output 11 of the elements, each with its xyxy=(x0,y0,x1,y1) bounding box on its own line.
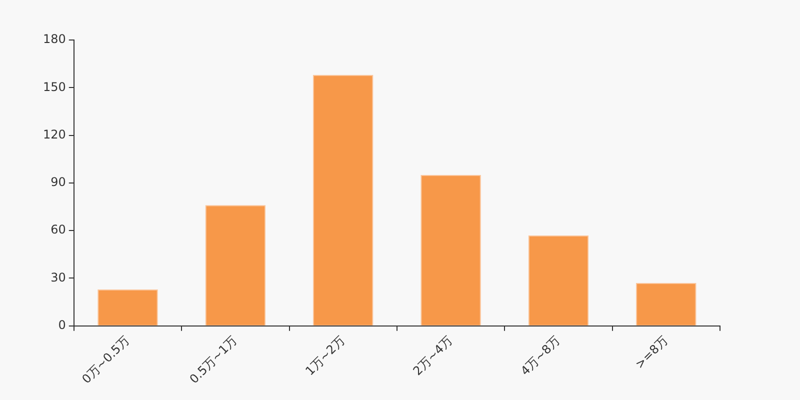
y-tick-label: 0 xyxy=(58,318,66,332)
x-tick-label: 2万~4万 xyxy=(410,333,456,378)
y-tick-label: 120 xyxy=(43,127,66,142)
x-tick-label: 4万~8万 xyxy=(518,333,563,378)
x-tick-label: 1万~2万 xyxy=(302,333,348,378)
y-tick-label: 180 xyxy=(43,32,66,46)
y-tick-label: 90 xyxy=(50,175,66,190)
y-tick-label: 30 xyxy=(50,270,66,284)
y-tick-label: 150 xyxy=(43,80,66,94)
x-tick-label: 0.5万~1万 xyxy=(186,333,240,386)
y-tick-label: 60 xyxy=(50,222,66,237)
